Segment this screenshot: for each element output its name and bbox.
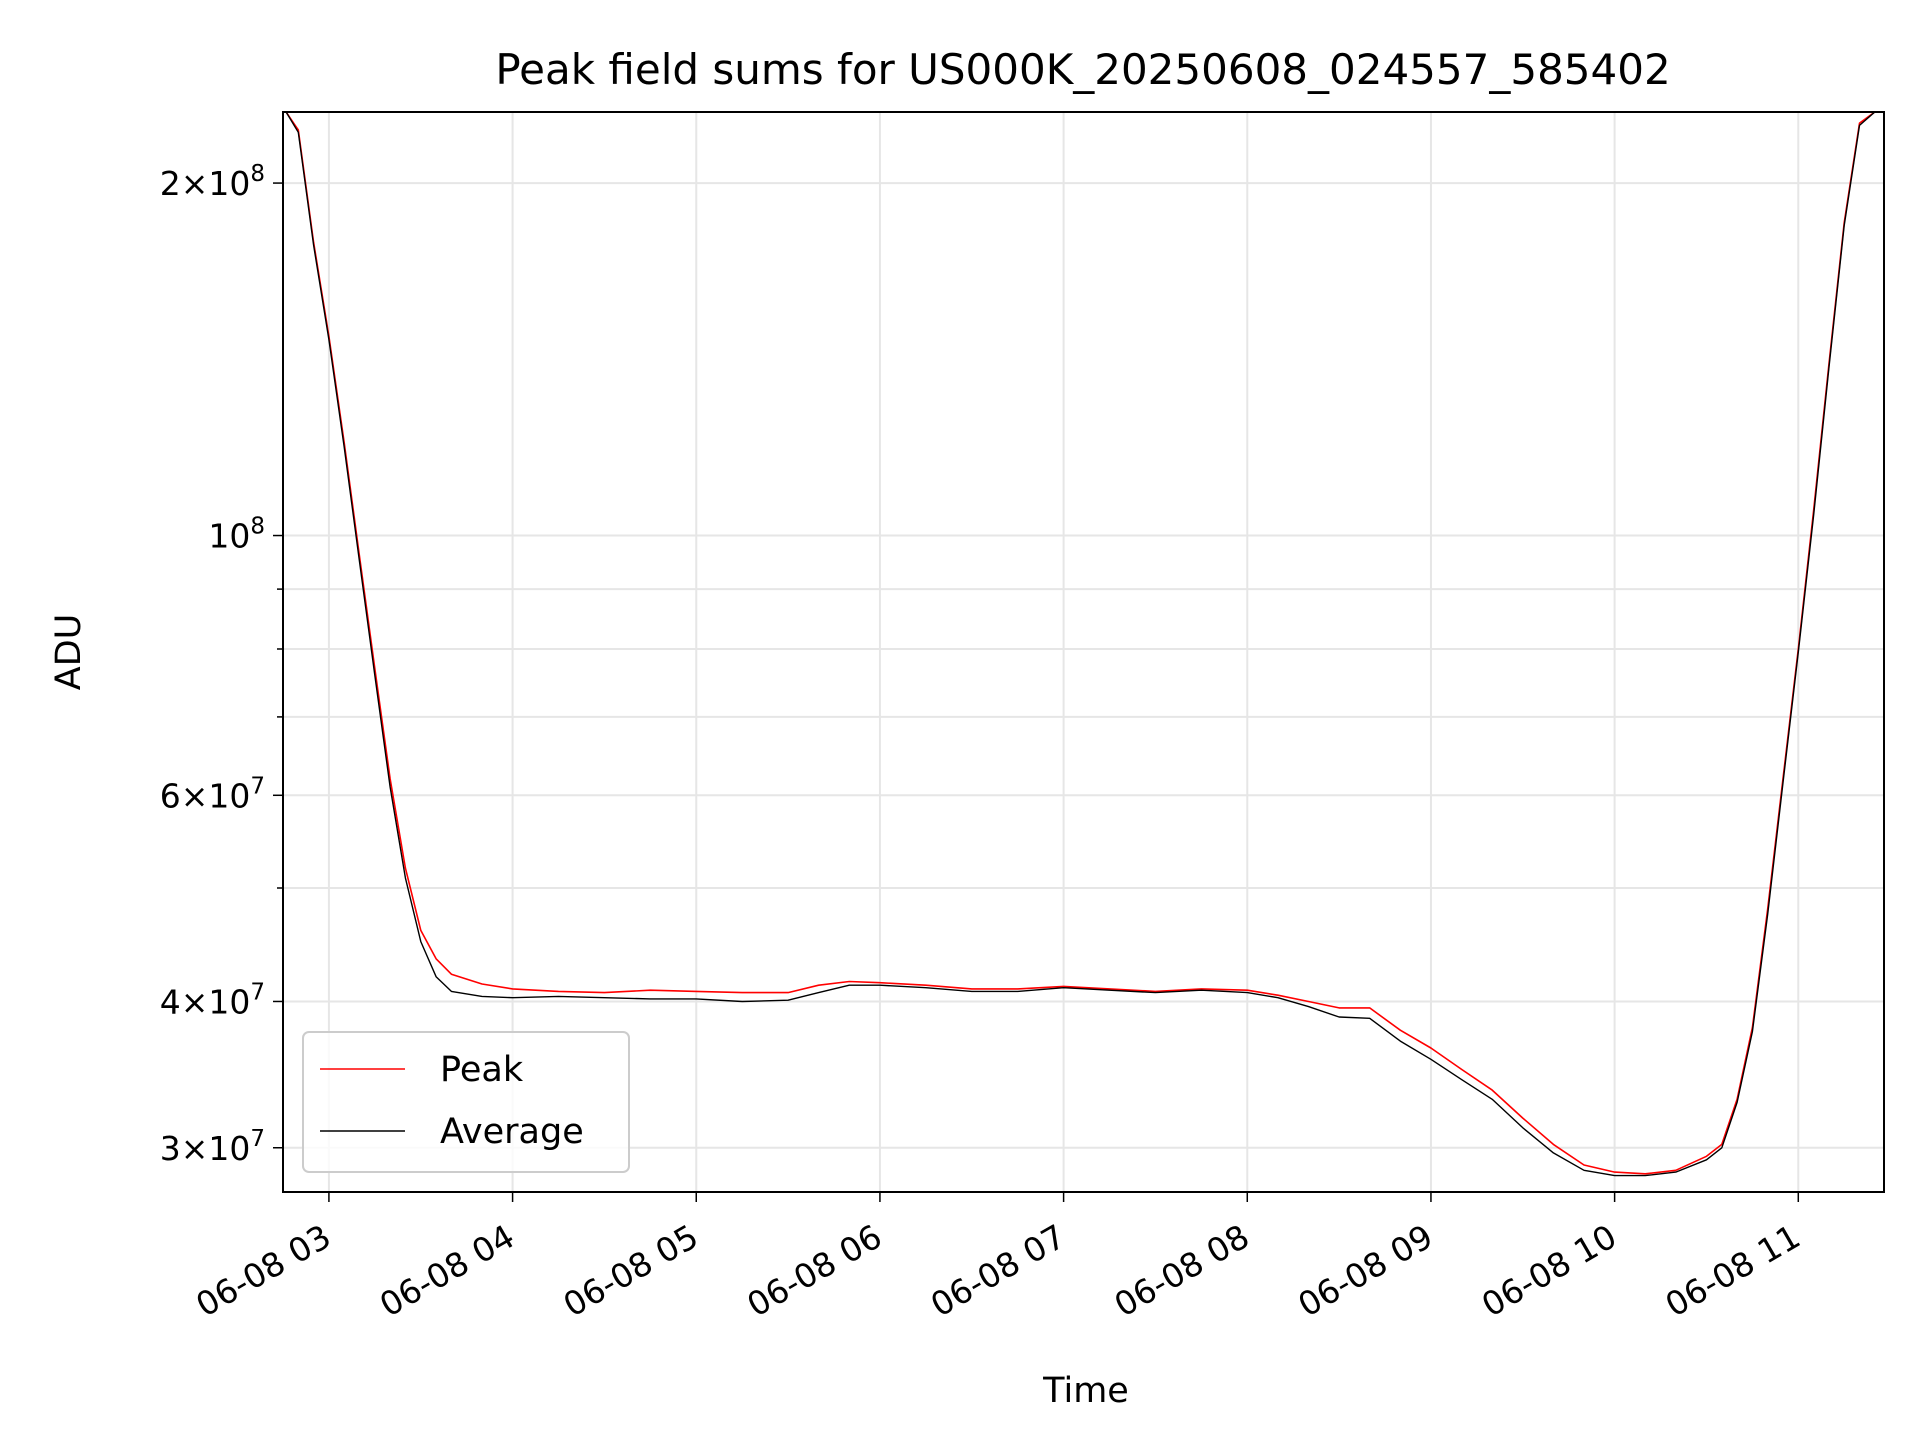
series-layer bbox=[285, 112, 1876, 1177]
legend: Peak Average bbox=[302, 1031, 630, 1173]
y-axis-label: ADU bbox=[49, 614, 89, 691]
x-axis-label: Time bbox=[1042, 1371, 1129, 1411]
legend-label-peak: Peak bbox=[440, 1050, 524, 1090]
y-tick-label: 3×107 bbox=[160, 1126, 265, 1168]
chart-title: Peak field sums for US000K_20250608_0245… bbox=[495, 45, 1670, 94]
y-tick-label: 4×107 bbox=[160, 979, 265, 1021]
legend-label-average: Average bbox=[440, 1112, 584, 1152]
y-tick-label: 2×108 bbox=[160, 161, 265, 203]
y-tick-label: 108 bbox=[208, 514, 265, 556]
grid bbox=[283, 112, 1884, 1192]
series-line-average bbox=[285, 112, 1876, 1177]
y-tick-label: 6×107 bbox=[160, 773, 265, 815]
legend-box bbox=[302, 1031, 630, 1173]
y-axis: 3×107 4×107 6×107 108 2×108 bbox=[160, 161, 283, 1168]
plot-frame bbox=[282, 111, 1885, 1193]
series-line-peak bbox=[285, 112, 1876, 1175]
